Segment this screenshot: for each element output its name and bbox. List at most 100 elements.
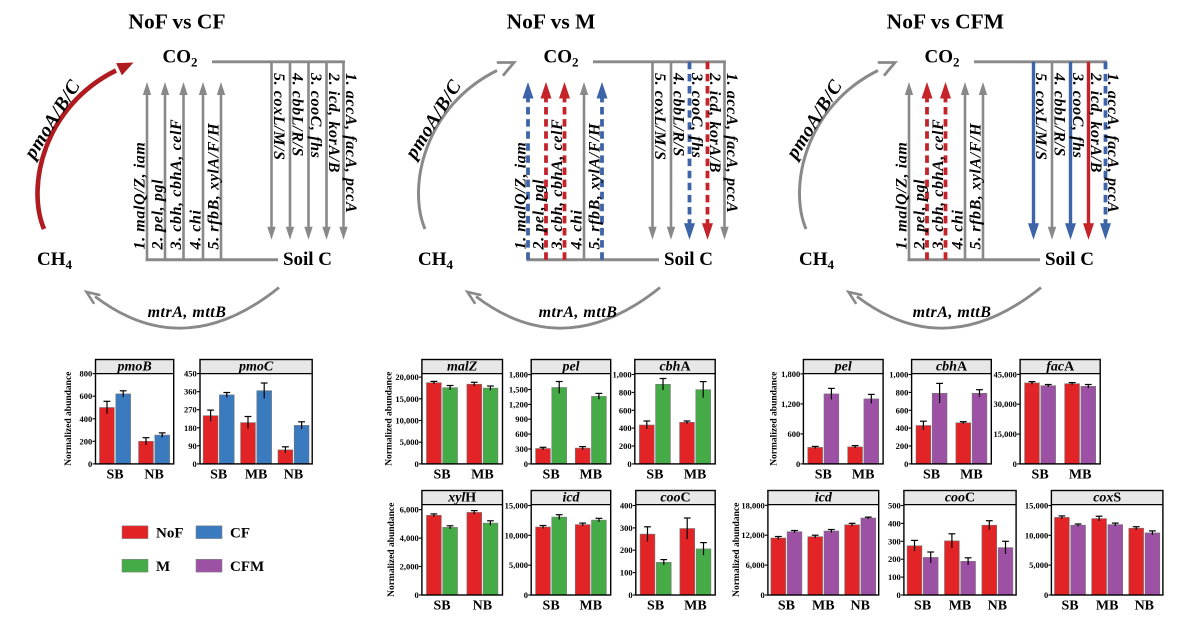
svg-text:0: 0 xyxy=(760,590,764,600)
svg-text:360: 360 xyxy=(184,387,197,397)
svg-text:SB: SB xyxy=(646,467,663,482)
svg-text:400: 400 xyxy=(888,518,901,528)
svg-text:facA: facA xyxy=(1046,359,1075,374)
svg-text:400: 400 xyxy=(619,423,632,433)
svg-text:1,800: 1,800 xyxy=(781,369,800,379)
svg-text:1. malQ/Z, iam: 1. malQ/Z, iam xyxy=(894,142,911,250)
svg-text:4. cbbL/R/S: 4. cbbL/R/S xyxy=(289,72,306,157)
svg-text:Soil C: Soil C xyxy=(283,249,332,270)
svg-text:MB: MB xyxy=(852,467,875,482)
svg-text:CO2: CO2 xyxy=(925,47,960,70)
svg-text:1. accA, facA, pccA: 1. accA, facA, pccA xyxy=(1104,73,1121,213)
svg-text:3. cbh, cbhA, celF: 3. cbh, cbhA, celF xyxy=(930,119,947,251)
svg-text:3. cooC, fhs: 3. cooC, fhs xyxy=(688,72,705,158)
svg-text:SB: SB xyxy=(647,599,664,614)
svg-text:CF: CF xyxy=(230,525,250,541)
svg-text:Normalized abundance: Normalized abundance xyxy=(387,503,397,597)
svg-text:SB: SB xyxy=(433,467,450,482)
svg-text:4. chi: 4. chi xyxy=(188,209,205,250)
svg-text:12,000: 12,000 xyxy=(741,530,764,540)
svg-text:pmoB: pmoB xyxy=(116,359,151,374)
svg-text:5. rfbB, xylA/F/H: 5. rfbB, xylA/F/H xyxy=(968,123,985,250)
svg-text:Soil C: Soil C xyxy=(664,249,713,270)
svg-text:30,000: 30,000 xyxy=(994,399,1017,409)
svg-text:1. malQ/Z, iam: 1. malQ/Z, iam xyxy=(513,142,530,250)
svg-text:600: 600 xyxy=(787,429,800,439)
svg-text:MB: MB xyxy=(1069,467,1092,482)
svg-text:icd: icd xyxy=(562,490,580,505)
svg-text:2,000: 2,000 xyxy=(400,562,419,572)
svg-text:1. accA, facA, pccA: 1. accA, facA, pccA xyxy=(723,73,740,213)
svg-text:800: 800 xyxy=(896,387,909,397)
svg-text:2. icd, korA/B: 2. icd, korA/B xyxy=(706,72,723,173)
svg-text:3. cbh, cbhA, celF: 3. cbh, cbhA, celF xyxy=(549,119,566,251)
svg-text:10,000: 10,000 xyxy=(505,530,528,540)
svg-text:5,000: 5,000 xyxy=(400,437,419,447)
svg-text:100: 100 xyxy=(620,568,633,578)
svg-text:MB: MB xyxy=(471,467,494,482)
svg-text:200: 200 xyxy=(620,545,633,555)
svg-text:15,000: 15,000 xyxy=(994,429,1017,439)
svg-text:0: 0 xyxy=(414,590,418,600)
svg-text:NB: NB xyxy=(144,467,163,482)
svg-text:Normalized abundance: Normalized abundance xyxy=(770,372,780,466)
svg-text:SB: SB xyxy=(778,599,795,614)
svg-text:MB: MB xyxy=(684,599,707,614)
svg-text:pel: pel xyxy=(834,359,852,374)
svg-text:600: 600 xyxy=(80,391,93,401)
svg-text:3. cooC, fhs: 3. cooC, fhs xyxy=(1069,72,1086,158)
svg-text:600: 600 xyxy=(896,405,909,415)
svg-text:1,000: 1,000 xyxy=(612,370,631,380)
svg-text:0: 0 xyxy=(1044,590,1048,600)
svg-text:SB: SB xyxy=(210,467,227,482)
svg-text:NB: NB xyxy=(850,599,869,614)
svg-text:CH4: CH4 xyxy=(418,249,454,272)
svg-text:400: 400 xyxy=(620,501,633,511)
svg-text:5. rfbB, xylA/F/H: 5. rfbB, xylA/F/H xyxy=(587,123,604,250)
svg-text:malZ: malZ xyxy=(447,359,478,374)
svg-text:MB: MB xyxy=(684,467,707,482)
svg-text:2. pel, pgl: 2. pel, pgl xyxy=(531,179,548,251)
svg-text:cooC: cooC xyxy=(660,490,690,505)
svg-text:pmoC: pmoC xyxy=(238,359,274,374)
svg-text:0: 0 xyxy=(904,459,908,469)
svg-text:0: 0 xyxy=(796,459,800,469)
svg-text:0: 0 xyxy=(524,459,528,469)
svg-text:2. icd, korA/B: 2. icd, korA/B xyxy=(1087,72,1104,173)
svg-text:10,000: 10,000 xyxy=(1025,530,1048,540)
svg-text:600: 600 xyxy=(619,405,632,415)
svg-text:200: 200 xyxy=(888,554,901,564)
svg-text:300: 300 xyxy=(620,523,633,533)
svg-text:450: 450 xyxy=(184,369,197,379)
svg-text:CO2: CO2 xyxy=(163,47,198,70)
svg-text:900: 900 xyxy=(515,414,528,424)
svg-text:mtrA, mttB: mtrA, mttB xyxy=(913,304,992,321)
svg-text:CH4: CH4 xyxy=(37,249,73,272)
svg-text:15,000: 15,000 xyxy=(395,394,418,404)
svg-text:SB: SB xyxy=(914,599,931,614)
svg-text:SB: SB xyxy=(543,599,560,614)
svg-text:1. accA, facA, pccA: 1. accA, facA, pccA xyxy=(342,73,359,213)
svg-text:6,000: 6,000 xyxy=(746,560,765,570)
svg-text:4,000: 4,000 xyxy=(400,533,419,543)
svg-text:1,500: 1,500 xyxy=(509,385,528,395)
svg-text:3. cooC, fhs: 3. cooC, fhs xyxy=(307,72,324,158)
svg-text:Normalized abundance: Normalized abundance xyxy=(732,503,742,597)
svg-text:CH4: CH4 xyxy=(799,249,835,272)
svg-text:NB: NB xyxy=(473,599,492,614)
svg-text:0: 0 xyxy=(524,590,528,600)
svg-text:0: 0 xyxy=(414,459,418,469)
svg-text:5. coxL/M/S: 5. coxL/M/S xyxy=(651,73,668,161)
svg-text:xylH: xylH xyxy=(447,490,476,505)
svg-text:5. coxL/M/S: 5. coxL/M/S xyxy=(270,73,287,161)
svg-text:MB: MB xyxy=(960,467,983,482)
svg-text:1,200: 1,200 xyxy=(509,399,528,409)
svg-text:800: 800 xyxy=(619,387,632,397)
svg-text:1,800: 1,800 xyxy=(509,370,528,380)
svg-text:200: 200 xyxy=(80,436,93,446)
svg-text:15,000: 15,000 xyxy=(1025,501,1048,511)
svg-text:coxS: coxS xyxy=(1093,490,1121,505)
svg-text:0: 0 xyxy=(628,590,632,600)
svg-text:4. cbbL/R/S: 4. cbbL/R/S xyxy=(670,72,687,157)
svg-text:pel: pel xyxy=(561,359,579,374)
